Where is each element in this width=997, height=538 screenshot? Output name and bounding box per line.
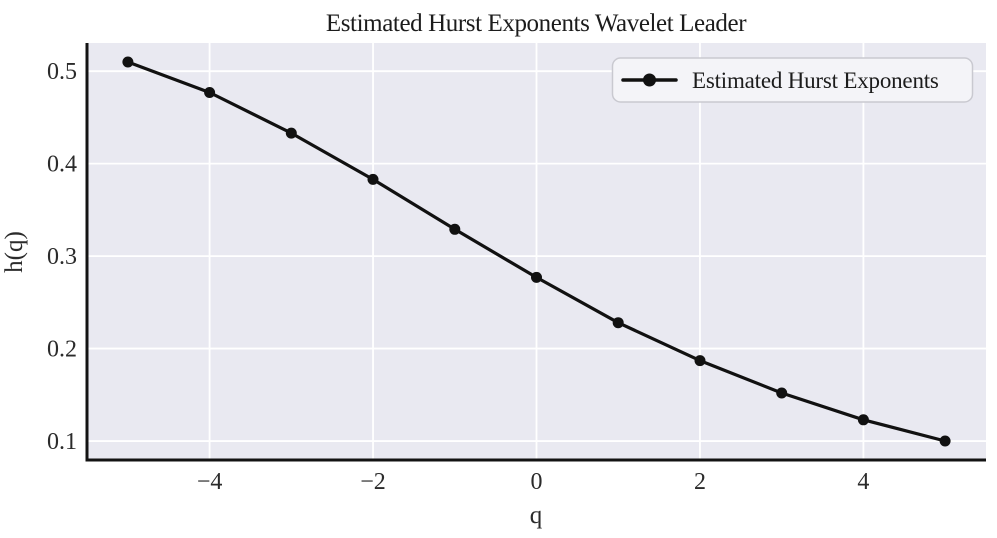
data-point bbox=[694, 355, 706, 367]
y-tick-labels: 0.1 0.2 0.3 0.4 0.5 bbox=[47, 59, 77, 455]
data-point bbox=[449, 223, 461, 235]
y-axis-label: h(q) bbox=[1, 231, 28, 273]
legend-box bbox=[611, 57, 974, 103]
y-tick-label: 0.4 bbox=[47, 152, 77, 178]
legend-marker-icon bbox=[643, 73, 656, 87]
x-tick-label: −2 bbox=[360, 469, 386, 495]
x-axis-label: q bbox=[530, 502, 543, 529]
y-tick-label: 0.2 bbox=[47, 337, 77, 363]
data-point bbox=[939, 435, 951, 447]
x-tick-label: 0 bbox=[531, 469, 543, 495]
data-point bbox=[285, 127, 297, 139]
x-tick-label: 4 bbox=[857, 469, 869, 495]
data-point bbox=[367, 173, 379, 185]
legend-label: Estimated Hurst Exponents bbox=[692, 68, 939, 93]
data-point bbox=[204, 87, 216, 98]
data-point bbox=[531, 271, 542, 283]
data-point bbox=[612, 317, 624, 329]
x-tick-label: −4 bbox=[197, 469, 223, 495]
data-point bbox=[776, 387, 788, 399]
data-markers bbox=[122, 56, 951, 447]
data-point bbox=[857, 414, 869, 426]
y-tick-label: 0.3 bbox=[47, 244, 77, 270]
chart-title: Estimated Hurst Exponents Wavelet Leader bbox=[326, 10, 747, 37]
x-tick-labels: −4 −2 0 2 4 bbox=[197, 469, 870, 495]
y-tick-label: 0.1 bbox=[47, 429, 77, 455]
legend: Estimated Hurst Exponents bbox=[611, 57, 974, 103]
y-tick-label: 0.5 bbox=[47, 59, 77, 85]
data-point bbox=[122, 56, 134, 68]
x-tick-label: 2 bbox=[694, 469, 706, 495]
